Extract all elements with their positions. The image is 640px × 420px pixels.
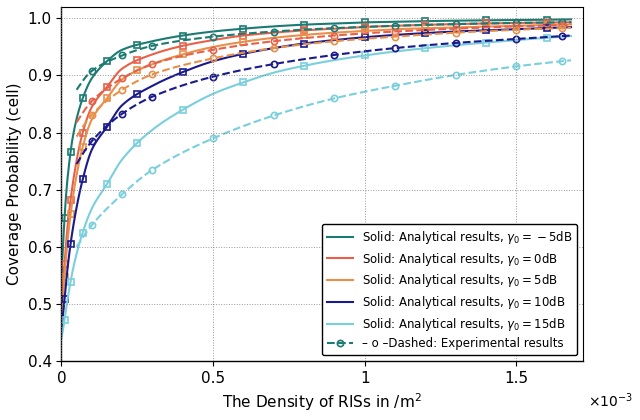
Text: $\times10^{-3}$: $\times10^{-3}$ [588,391,634,410]
X-axis label: The Density of RISs in /m$^2$: The Density of RISs in /m$^2$ [223,391,422,413]
Legend: Solid: Analytical results, $\gamma_0 = -5$dB, Solid: Analytical results, $\gamma: Solid: Analytical results, $\gamma_0 = -… [322,224,577,355]
Y-axis label: Coverage Probability (cell): Coverage Probability (cell) [7,83,22,285]
